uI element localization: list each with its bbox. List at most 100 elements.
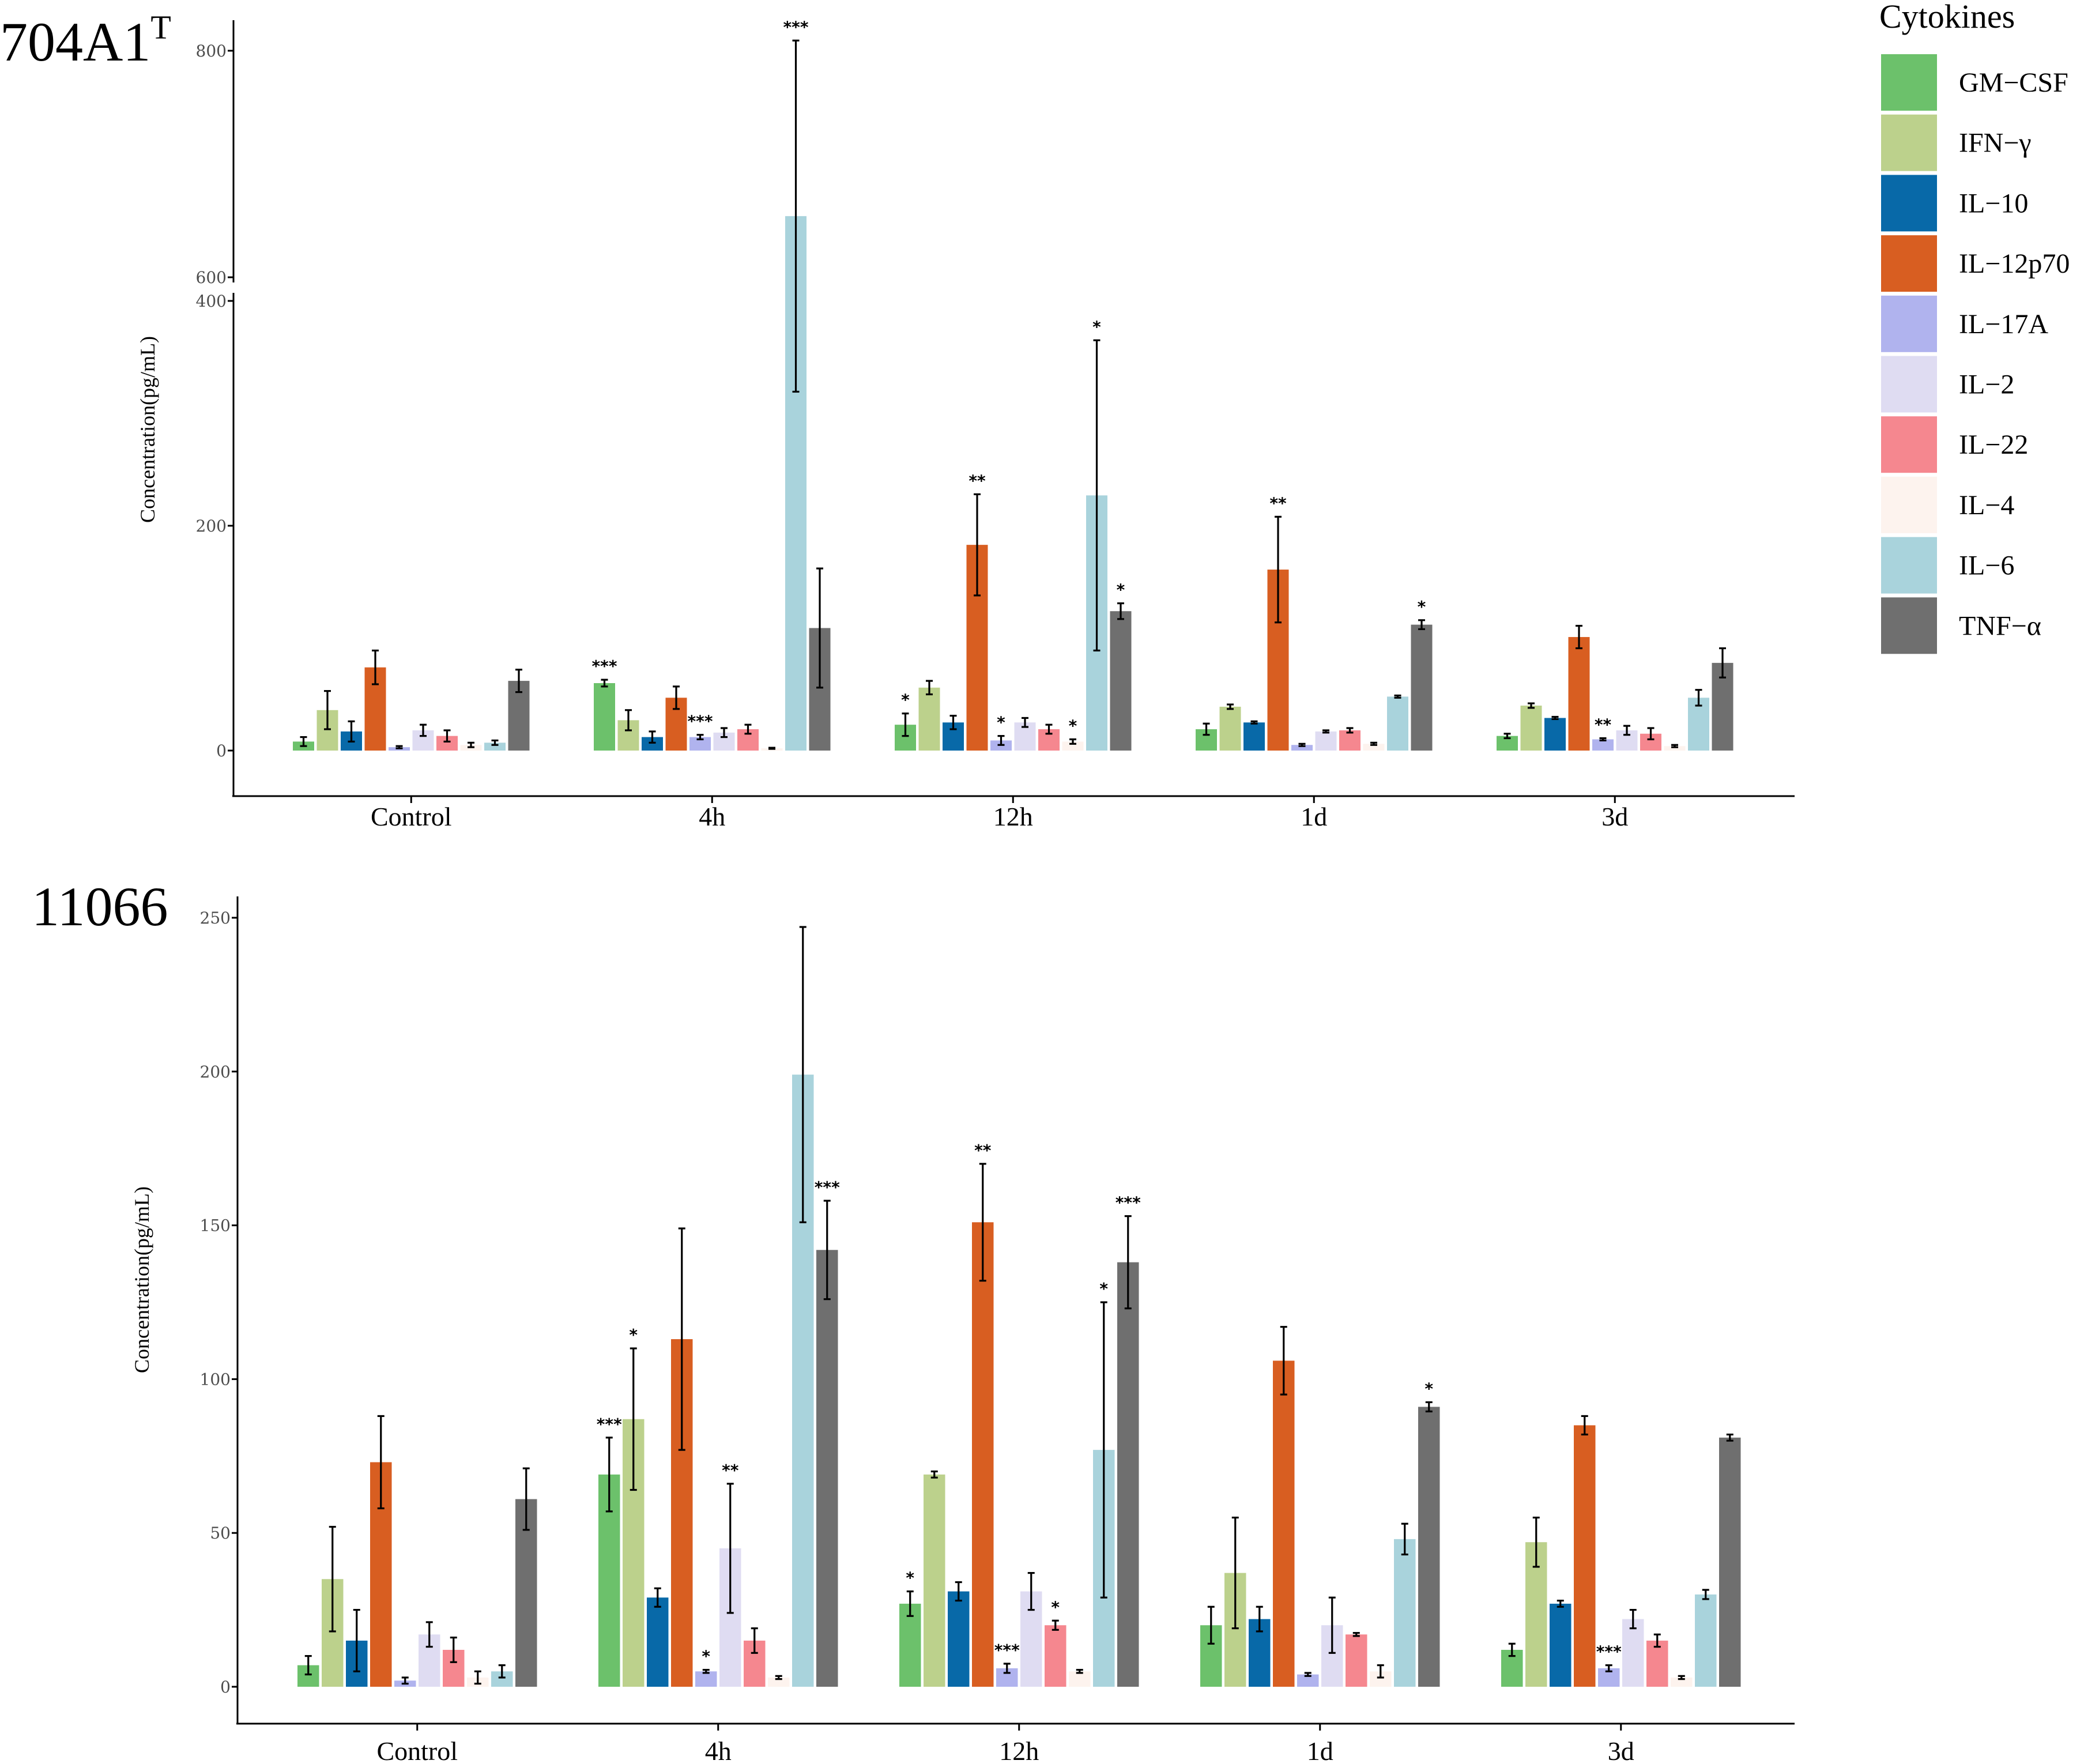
bar xyxy=(948,1591,970,1687)
bar xyxy=(1062,741,1084,751)
significance-label: * xyxy=(1117,581,1125,600)
x-tick-label: 4h xyxy=(705,1736,732,1764)
bar xyxy=(1339,730,1361,751)
bar xyxy=(484,742,506,751)
significance-label: * xyxy=(1424,1379,1433,1398)
bars: ************* ******** xyxy=(293,17,1733,751)
panel-704a1: 704A1T Concentration(pg/mL) ************… xyxy=(0,9,1795,831)
legend-label: GM−CSF xyxy=(1959,67,2068,98)
significance-label: *** xyxy=(1596,1642,1622,1661)
bar xyxy=(1291,745,1313,751)
y-tick-label: 150 xyxy=(200,1216,231,1235)
axes xyxy=(236,896,1795,1725)
significance-label: *** xyxy=(783,17,809,36)
legend-swatch xyxy=(1881,356,1937,413)
significance-label: * xyxy=(906,1569,914,1588)
significance-label: * xyxy=(1092,317,1101,336)
bar xyxy=(689,737,711,751)
significance-label: * xyxy=(1099,1279,1108,1298)
significance-label: ** xyxy=(968,471,986,490)
legend-label: IL−4 xyxy=(1959,490,2014,521)
y-tick-label: 100 xyxy=(200,1370,231,1389)
bar xyxy=(1520,706,1542,751)
significance-label: * xyxy=(702,1647,710,1666)
x-tick-label: 3d xyxy=(1601,802,1628,831)
x-tick-label: 1d xyxy=(1301,802,1327,831)
legend-swatch xyxy=(1881,114,1937,171)
bar xyxy=(1592,739,1614,751)
x-tick-label: 4h xyxy=(699,802,725,831)
axes xyxy=(222,20,1795,797)
significance-label: ** xyxy=(974,1141,992,1160)
bar xyxy=(924,1474,945,1687)
legend-label: IL−2 xyxy=(1959,370,2014,400)
y-tick-label: 0 xyxy=(216,741,227,760)
y-axis-label: Concentration(pg/mL) xyxy=(136,336,159,523)
significance-label: * xyxy=(901,691,910,710)
y-tick-label: 200 xyxy=(196,517,227,536)
bar xyxy=(1418,1407,1440,1687)
legend-label: IL−6 xyxy=(1959,551,2014,581)
bar xyxy=(1719,1437,1741,1687)
significance-label: *** xyxy=(815,1178,840,1197)
legend-label: IL−17A xyxy=(1959,309,2048,340)
significance-label: * xyxy=(1418,597,1426,616)
significance-label: *** xyxy=(597,1415,622,1434)
bar xyxy=(1622,1619,1644,1687)
significance-label: *** xyxy=(592,657,617,676)
axis-break xyxy=(222,282,245,293)
legend-swatch xyxy=(1881,54,1937,111)
bar xyxy=(1243,722,1265,751)
legend-label: IL−22 xyxy=(1959,429,2028,460)
bar xyxy=(1315,731,1337,751)
y-tick-label: 400 xyxy=(196,292,227,311)
x-tick-label: Control xyxy=(371,802,452,831)
bar xyxy=(768,1677,790,1687)
legend-label: IFN−γ xyxy=(1959,128,2032,159)
legend-title: Cytokines xyxy=(1879,0,2015,35)
bar xyxy=(972,1222,994,1687)
x-tick-label: Control xyxy=(376,1736,458,1764)
y-tick-label: 50 xyxy=(210,1524,231,1543)
significance-label: ** xyxy=(1269,493,1287,512)
significance-label: *** xyxy=(688,712,713,731)
y-tick-label: 600 xyxy=(196,268,227,287)
x-tick-label: 12h xyxy=(993,802,1033,831)
x-tick-label: 3d xyxy=(1608,1736,1634,1764)
bar xyxy=(1568,637,1590,751)
x-tick-label: 12h xyxy=(999,1736,1039,1764)
y-axis-label: Concentration(pg/mL) xyxy=(130,1186,153,1373)
legend-swatch xyxy=(1881,175,1937,232)
legend-swatch xyxy=(1881,597,1937,654)
bar xyxy=(1363,744,1385,751)
legend-swatch xyxy=(1881,537,1937,594)
y-ticks: 0 50 100 150 200 250 xyxy=(200,909,238,1697)
bars: ************************* xyxy=(297,926,1741,1687)
significance-label: * xyxy=(1069,717,1077,736)
legend: Cytokines GM−CSF IFN−γ IL−10 IL−12p70 IL−17A… xyxy=(1879,0,2070,654)
significance-label: ** xyxy=(1595,715,1612,734)
significance-label: *** xyxy=(1116,1193,1141,1212)
legend-swatch xyxy=(1881,476,1937,533)
bar xyxy=(594,683,615,751)
bar xyxy=(647,1597,669,1687)
bar xyxy=(1574,1425,1596,1687)
bar xyxy=(899,1603,921,1687)
bar xyxy=(1045,1625,1067,1687)
bar xyxy=(1646,1640,1668,1687)
significance-label: * xyxy=(1051,1597,1060,1616)
panel-title: 11066 xyxy=(32,876,168,937)
significance-label: * xyxy=(629,1325,638,1344)
legend-swatch xyxy=(1881,416,1937,473)
legend-swatch xyxy=(1881,295,1937,352)
y-tick-label: 800 xyxy=(196,42,227,61)
bar xyxy=(1394,1539,1416,1687)
panel-title: 704A1T xyxy=(0,9,171,73)
bar xyxy=(1069,1671,1091,1687)
significance-label: ** xyxy=(722,1461,739,1480)
bar xyxy=(1671,1677,1693,1687)
bar xyxy=(1544,718,1566,751)
x-ticks: Control 4h 12h 1d 3d xyxy=(371,796,1628,831)
bar xyxy=(1695,1594,1717,1687)
